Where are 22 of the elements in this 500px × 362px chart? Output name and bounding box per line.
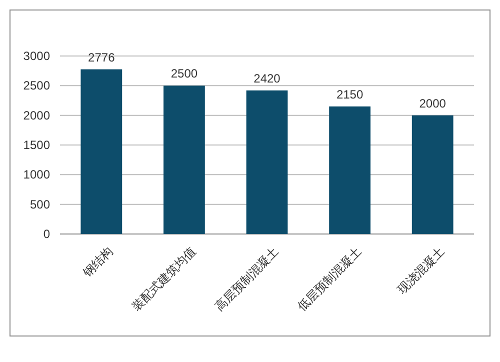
- y-tick-label: 1000: [23, 168, 50, 182]
- y-tick-label: 0: [43, 227, 50, 241]
- bar: [80, 69, 122, 234]
- y-tick-label: 2000: [23, 108, 50, 122]
- x-tick-label: 低层预制混凝土: [294, 244, 364, 314]
- y-tick-label: 2500: [23, 78, 50, 93]
- data-label: 2150: [336, 87, 364, 102]
- x-tick-label: 装配式建筑均值: [129, 244, 199, 314]
- data-label: 2776: [88, 50, 116, 64]
- y-tick-label: 500: [30, 197, 50, 212]
- y-tick-label: 3000: [23, 49, 50, 63]
- x-tick-label: 现浇混凝土: [394, 244, 447, 297]
- data-label: 2420: [254, 71, 281, 86]
- data-label: 2500: [170, 66, 198, 81]
- bar: [329, 106, 370, 234]
- x-tick-label: 钢结构: [80, 244, 116, 281]
- bar: [164, 86, 205, 234]
- x-tick-label: 高层预制混凝土: [212, 244, 282, 314]
- bar: [246, 90, 288, 234]
- bar: [412, 115, 454, 234]
- y-tick-label: 1500: [23, 138, 50, 152]
- data-label: 2000: [419, 96, 446, 110]
